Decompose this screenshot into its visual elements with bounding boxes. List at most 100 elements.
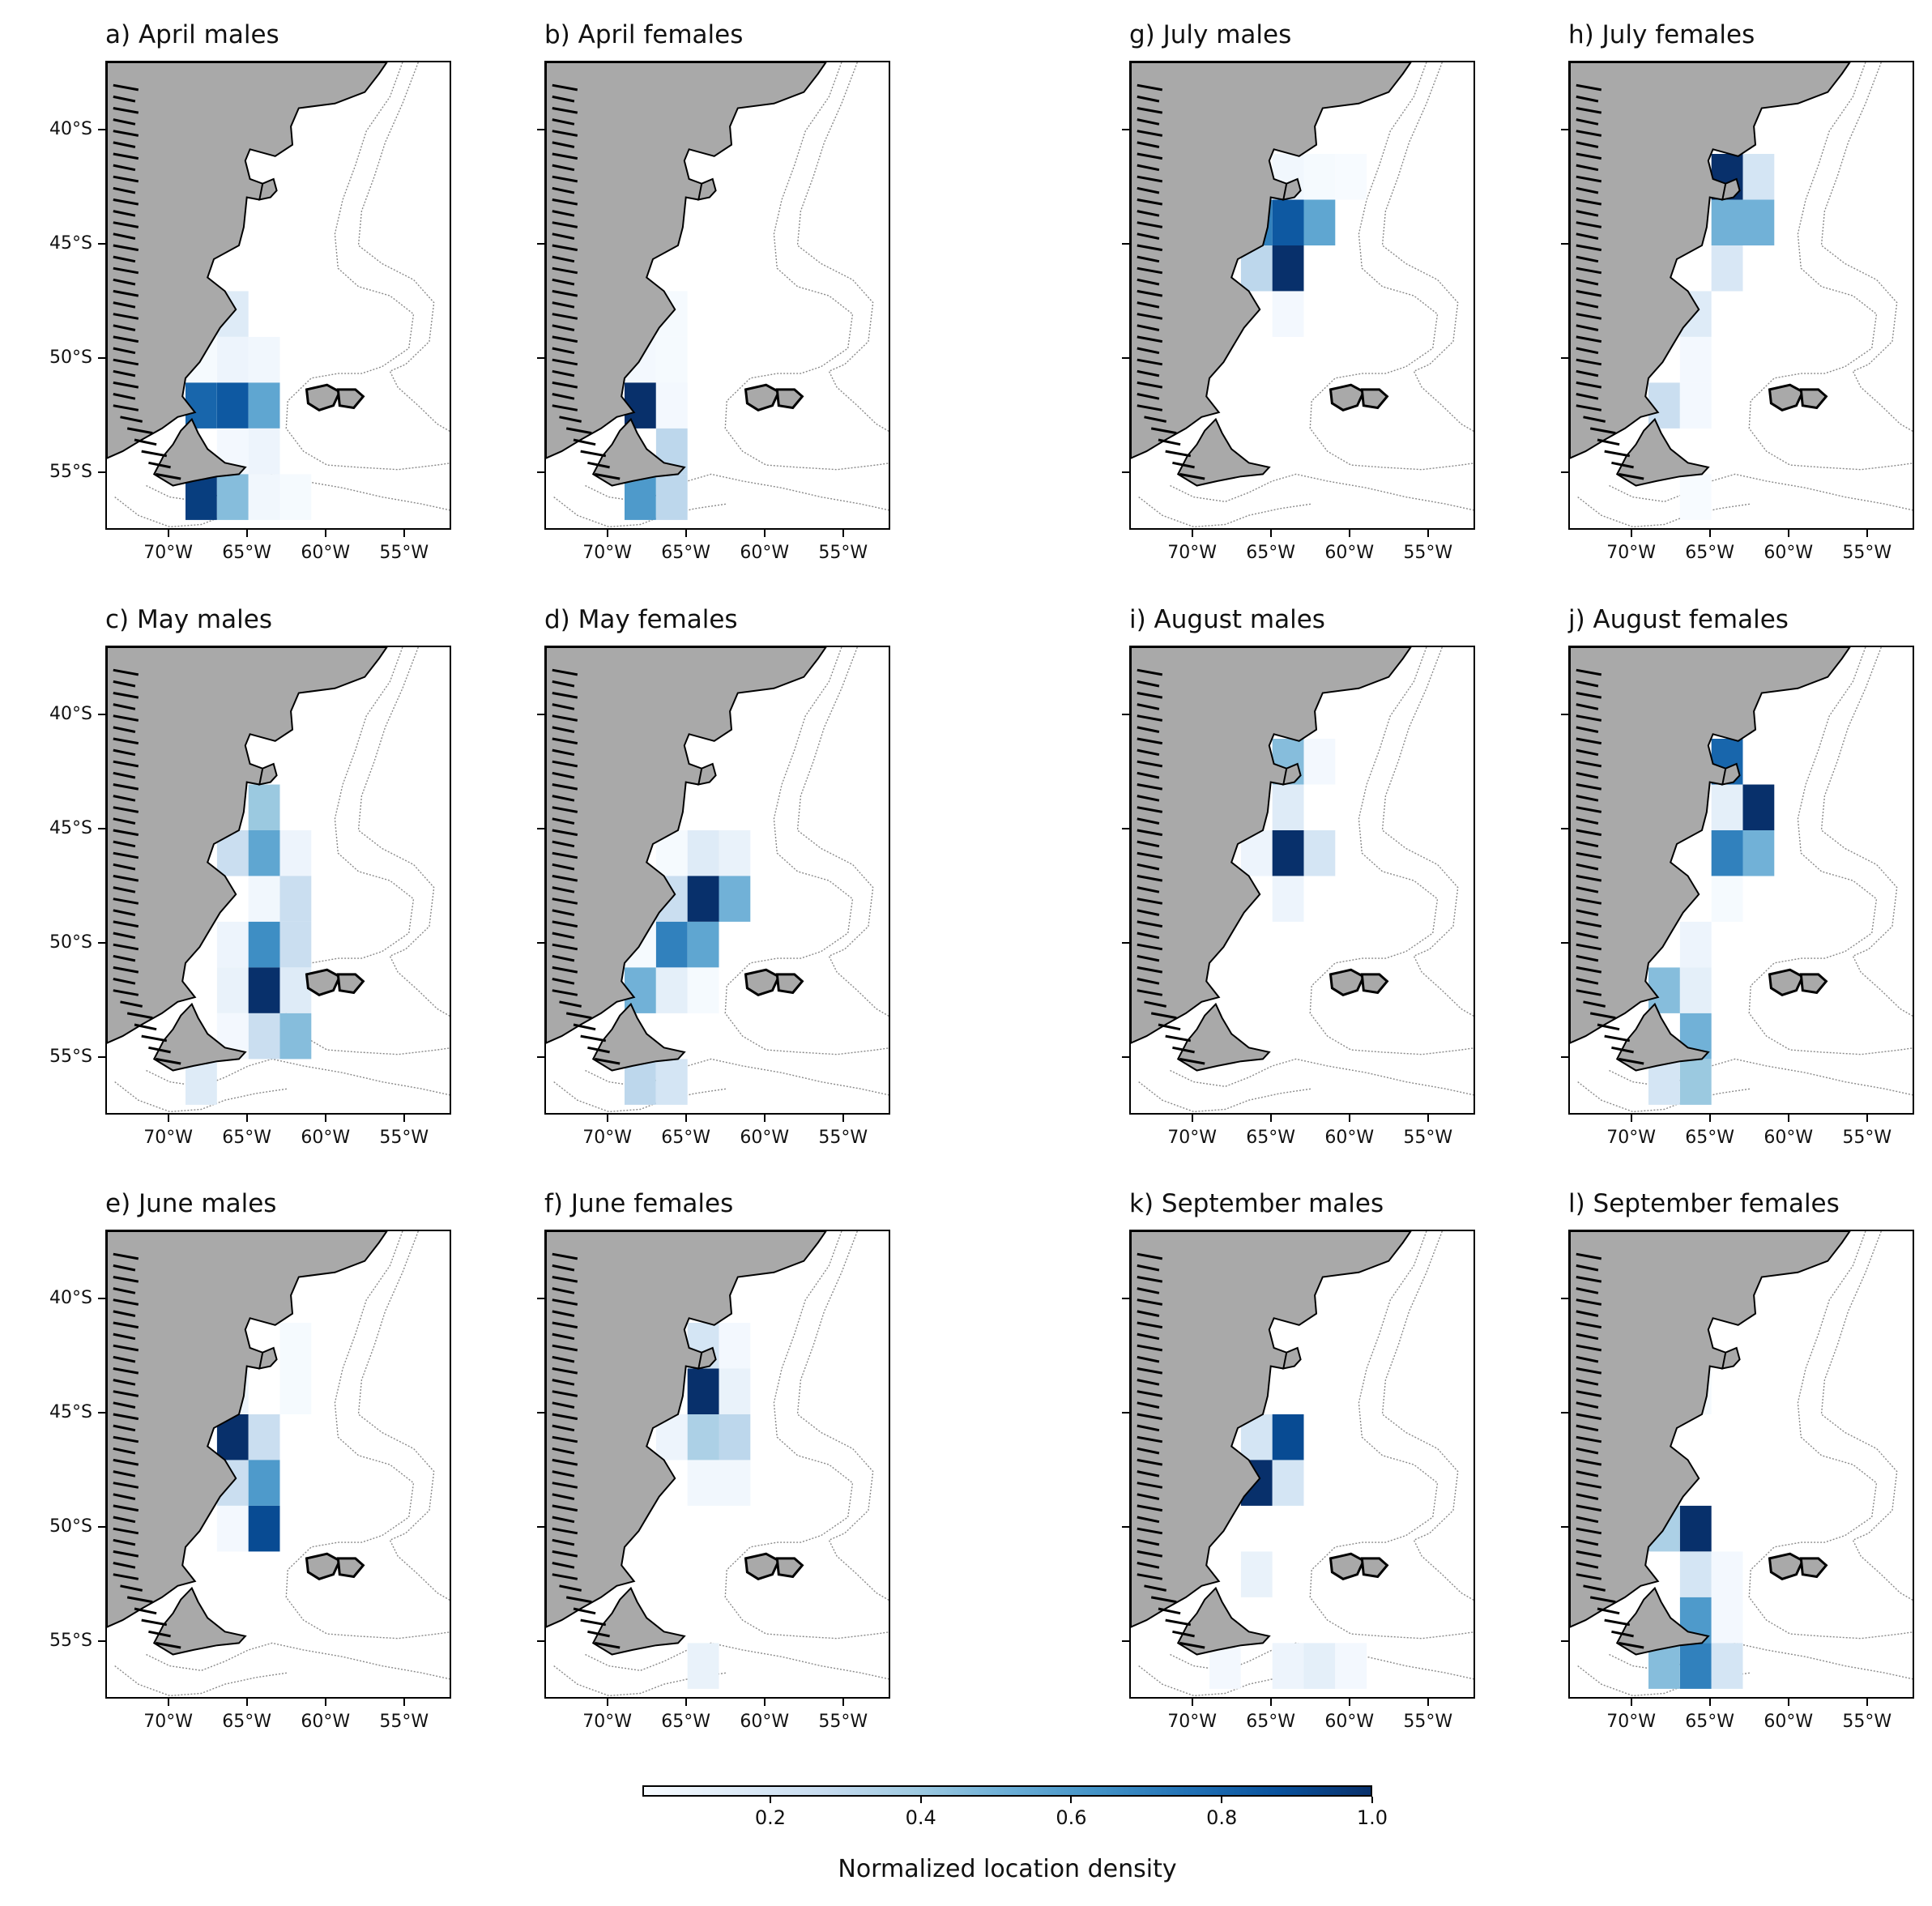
density-cell <box>1711 1643 1743 1689</box>
colorbar-tick-label: 0.2 <box>754 1806 786 1829</box>
density-cell <box>1272 245 1304 292</box>
density-cell <box>719 1368 751 1414</box>
density-cell <box>719 876 751 922</box>
density-cell <box>1679 474 1712 520</box>
fjord-coast <box>113 1252 181 1649</box>
density-cell <box>687 1643 719 1689</box>
colorbar-label: Normalized location density <box>838 1855 1177 1883</box>
land-polygon <box>258 177 278 201</box>
density-cell <box>1742 154 1775 200</box>
colorbar-tick-mark <box>1070 1797 1073 1803</box>
fjord-coast <box>1137 668 1205 1065</box>
map-svg <box>1131 62 1474 528</box>
isobath-line <box>1381 62 1474 433</box>
x-tick-mark <box>1866 1699 1868 1706</box>
falkland-islands <box>1329 383 1366 411</box>
density-cell <box>719 830 751 876</box>
isobath-line <box>285 1231 450 1640</box>
land-polygon <box>1131 1231 1412 1628</box>
panel-title: e) June males <box>105 1189 277 1218</box>
density-cell <box>279 876 312 922</box>
y-tick-label: 55°S <box>49 1047 92 1068</box>
x-tick-label: 65°W <box>222 543 272 563</box>
x-tick-mark <box>245 1115 248 1122</box>
density-cell <box>1240 1551 1273 1597</box>
isobath-line <box>585 1058 889 1096</box>
x-tick-mark <box>842 1699 844 1706</box>
isobath-line <box>1381 1231 1474 1601</box>
isobath-line <box>796 647 889 1017</box>
isobath-line <box>796 1231 889 1601</box>
x-tick-label: 65°W <box>1685 1128 1735 1148</box>
panel-title: a) April males <box>105 20 279 49</box>
land-polygon <box>591 417 686 487</box>
density-cell <box>248 784 280 830</box>
fjord-coast <box>113 668 181 1065</box>
density-cell <box>655 921 688 968</box>
y-tick-mark <box>1561 827 1568 829</box>
x-tick-label: 65°W <box>222 1712 272 1732</box>
density-cell <box>687 1414 719 1460</box>
density-cell <box>216 474 249 520</box>
map-frame <box>105 646 451 1115</box>
density-cell <box>216 382 249 429</box>
falkland-islands <box>1799 388 1828 410</box>
x-tick-label: 55°W <box>818 1712 868 1732</box>
map-frame <box>1129 1230 1475 1699</box>
isobath-line <box>1609 473 1913 511</box>
density-cell <box>1711 199 1743 245</box>
panel-title: l) September females <box>1568 1189 1840 1218</box>
map-panel-l: l) September females 70°W 65°W 60°W 55°W <box>1561 1189 1914 1739</box>
x-tick-mark <box>1269 530 1272 537</box>
y-tick-mark <box>1122 1297 1129 1299</box>
isobath-line <box>1170 1058 1474 1096</box>
x-tick-mark <box>1866 1115 1868 1122</box>
x-tick-mark <box>324 530 326 537</box>
x-tick-mark <box>763 1699 766 1706</box>
map-frame <box>105 1230 451 1699</box>
y-tick-mark <box>1561 1411 1568 1414</box>
isobath-line <box>357 647 450 1017</box>
density-cell <box>248 1505 280 1552</box>
y-tick-mark <box>1561 713 1568 715</box>
density-cell <box>1272 784 1304 830</box>
x-tick-label: 55°W <box>818 543 868 563</box>
land-polygon <box>1721 177 1741 201</box>
density-cell <box>655 382 688 429</box>
colorbar-tick-mark <box>769 1797 771 1803</box>
density-cell <box>1272 199 1304 245</box>
isobath-line <box>1309 62 1474 471</box>
density-cell <box>248 428 280 475</box>
x-tick-mark <box>842 1115 844 1122</box>
falkland-islands <box>1768 1552 1805 1580</box>
x-tick-label: 60°W <box>301 1128 351 1148</box>
land-polygon <box>546 62 827 459</box>
map-svg <box>107 1231 450 1697</box>
land-polygon <box>1615 417 1710 487</box>
fjord-coast <box>1137 83 1205 480</box>
isobath-line <box>285 62 450 471</box>
isobath-line <box>1609 1058 1913 1096</box>
falkland-islands <box>305 1552 342 1580</box>
isobath-line <box>1170 473 1474 511</box>
y-tick-mark <box>1122 242 1129 245</box>
fjord-coast <box>552 668 621 1065</box>
land-polygon <box>107 62 388 459</box>
x-tick-label: 65°W <box>661 1712 711 1732</box>
falkland-islands <box>1329 968 1366 996</box>
falkland-islands <box>1360 1557 1389 1579</box>
fjord-coast <box>1137 1252 1205 1649</box>
x-tick-mark <box>1630 1115 1632 1122</box>
isobath-line <box>1138 1081 1312 1113</box>
y-tick-mark <box>1561 471 1568 474</box>
y-tick-label: 50°S <box>49 1516 92 1537</box>
y-tick-mark <box>1122 1411 1129 1414</box>
falkland-islands <box>744 383 781 411</box>
panel-title: f) June females <box>544 1189 734 1218</box>
density-cell <box>248 1414 280 1460</box>
density-cell <box>1303 739 1336 785</box>
land-polygon <box>258 762 278 786</box>
map-panel-e: e) June males 40°S 45°S 50°S 55°S 70°W 65°W 60°… <box>49 1189 451 1739</box>
map-panel-i: i) August males 70°W 65°W 60°W 55°W <box>1122 605 1475 1155</box>
